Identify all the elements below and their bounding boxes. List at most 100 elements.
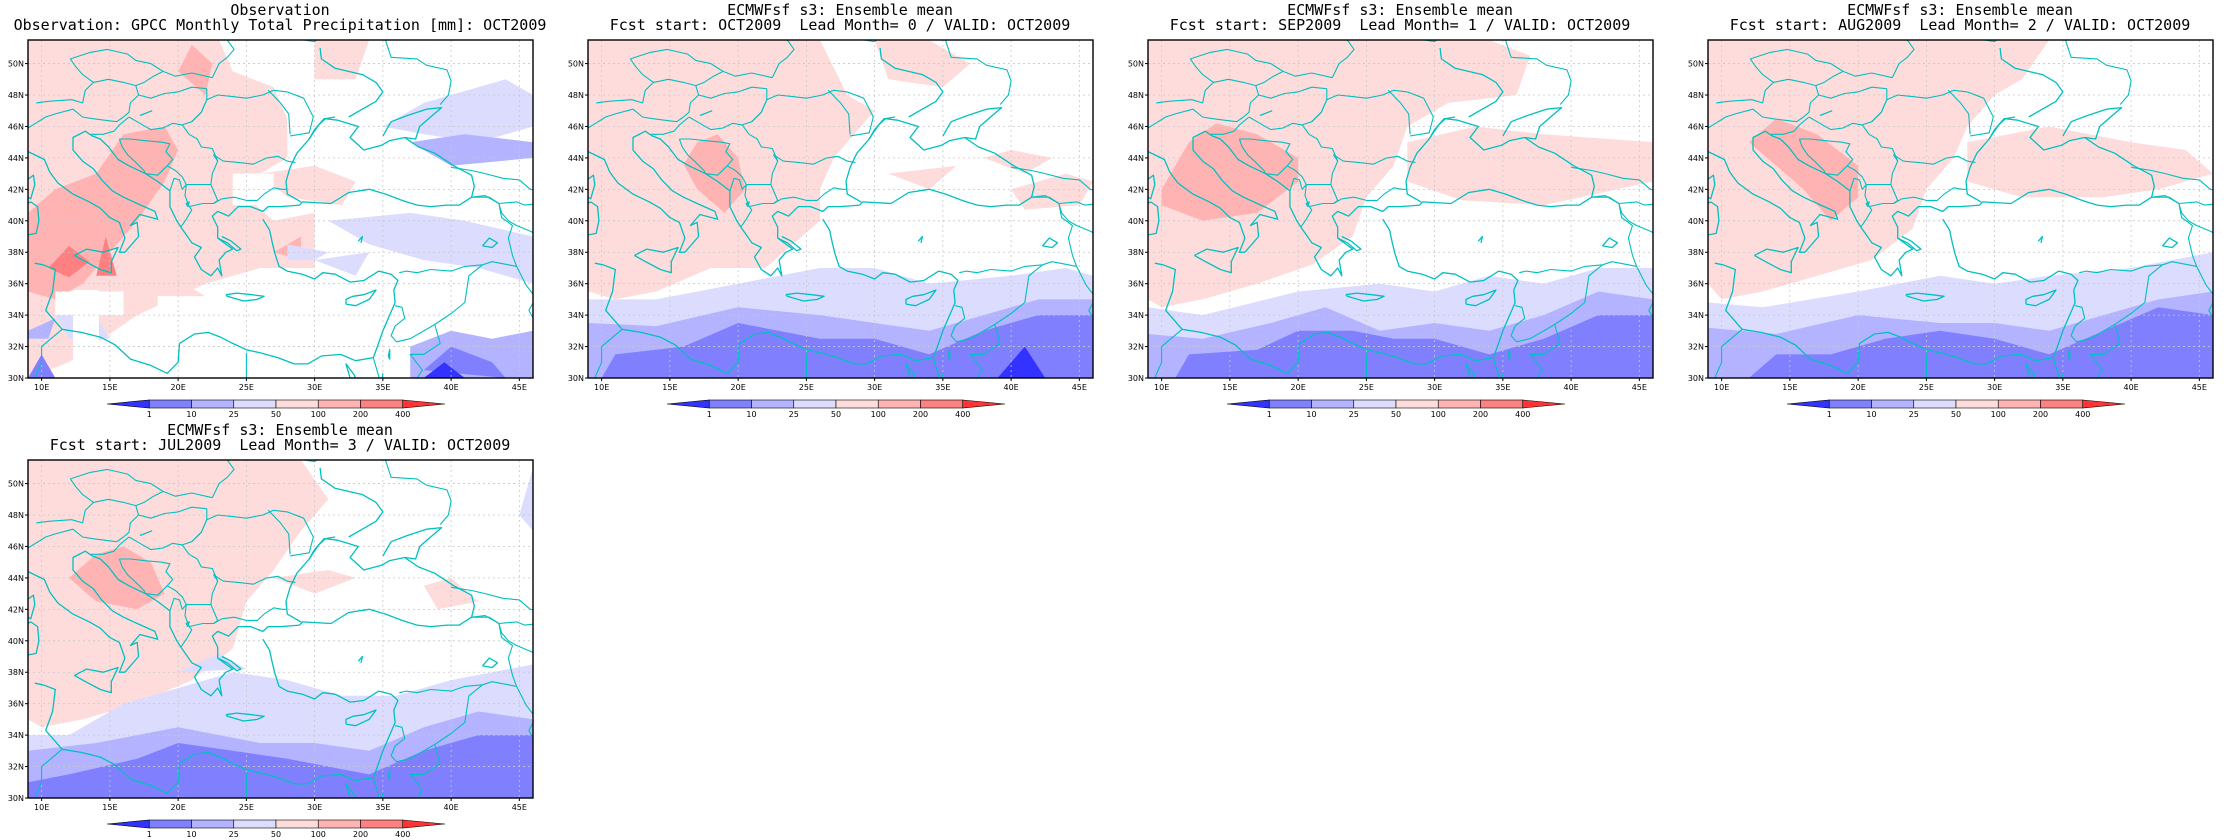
coastline xyxy=(2025,363,2036,378)
precipitation-map: 10E 15E 20E 25E 30E 35E 40E 45E 30N 32N 34N 36N 38N 4… xyxy=(8,39,534,419)
country-border xyxy=(1210,116,1250,135)
lat-tick-label: 30N xyxy=(8,794,24,803)
country-border xyxy=(1148,108,1213,129)
colorbar-label: 100 xyxy=(871,410,886,419)
lon-tick-label: 20E xyxy=(731,383,746,392)
country-border xyxy=(1860,184,1873,228)
lon-tick-label: 10E xyxy=(1714,383,1729,392)
coastline xyxy=(588,201,600,236)
map-panel-lead-3: ECMWFsf s3: Ensemble mean Fcst start: JU… xyxy=(0,420,560,840)
lat-tick-label: 30N xyxy=(568,374,584,383)
lon-tick-label: 20E xyxy=(1291,383,1306,392)
country-border xyxy=(181,124,219,162)
country-border xyxy=(191,509,314,557)
coastline xyxy=(2025,289,2057,307)
colorbar-label: 400 xyxy=(395,830,410,839)
coastline xyxy=(1148,117,1595,277)
country-border xyxy=(119,138,174,176)
lat-tick-label: 36N xyxy=(8,700,24,709)
graticule xyxy=(28,460,533,799)
colorbar-label: 100 xyxy=(311,410,326,419)
precip-region xyxy=(48,245,90,278)
coastline xyxy=(1656,123,1677,189)
colorbar-segment xyxy=(233,819,277,829)
panel-title: ECMWFsf s3: Ensemble mean xyxy=(1847,1,2073,19)
lon-tick-label: 10E xyxy=(594,383,609,392)
colorbar: 1 10 25 50 100 200 400 xyxy=(106,819,446,839)
lat-tick-label: 36N xyxy=(568,280,584,289)
lat-tick-label: 42N xyxy=(568,185,584,194)
panel-title: ECMWFsf s3: Ensemble mean xyxy=(1287,1,1513,19)
country-border xyxy=(211,40,318,78)
lon-tick-label: 25E xyxy=(799,383,814,392)
lat-tick-label: 40N xyxy=(568,217,584,226)
colorbar-label: 25 xyxy=(229,410,239,419)
lat-tick-label: 44N xyxy=(8,574,24,583)
precip-region xyxy=(328,212,533,284)
missing-data-mask xyxy=(232,299,315,378)
country-border xyxy=(180,184,193,228)
country-border xyxy=(698,86,767,99)
colorbar-label: 10 xyxy=(746,410,756,419)
lon-tick-label: 35E xyxy=(1495,383,1510,392)
country-border xyxy=(267,89,291,135)
coastline xyxy=(2037,235,2044,243)
colorbar-segment xyxy=(317,819,361,829)
colorbar-label: 200 xyxy=(353,830,368,839)
country-border xyxy=(1212,85,1260,123)
country-border xyxy=(1255,70,1284,87)
country-border xyxy=(1383,187,1408,195)
coastline xyxy=(2061,373,2064,378)
coastline xyxy=(319,467,384,538)
colorbar-segment xyxy=(1311,399,1355,409)
lon-tick-label: 25E xyxy=(239,803,254,812)
colorbar-label: 25 xyxy=(229,830,239,839)
country-border xyxy=(390,305,435,343)
lat-tick-label: 40N xyxy=(8,217,24,226)
country-border xyxy=(36,78,136,104)
country-border xyxy=(1868,193,1945,208)
precip-region xyxy=(410,134,533,166)
lon-tick-label: 20E xyxy=(171,803,186,812)
lon-tick-label: 35E xyxy=(375,383,390,392)
colorbar-segment xyxy=(1353,399,1397,409)
coastline xyxy=(1905,292,1945,302)
country-border xyxy=(2089,264,2163,378)
lat-tick-label: 36N xyxy=(1128,280,1144,289)
country-border xyxy=(135,70,164,87)
colorbar-segment xyxy=(1226,399,1270,409)
lat-tick-label: 36N xyxy=(1688,280,1704,289)
lat-tick-label: 50N xyxy=(8,60,24,69)
lon-tick-label: 45E xyxy=(1632,383,1647,392)
lon-tick-label: 30E xyxy=(867,383,882,392)
coastline xyxy=(225,292,265,302)
colorbar-label: 100 xyxy=(1991,410,2006,419)
coastline xyxy=(74,666,119,694)
precip-region xyxy=(314,252,370,276)
colorbar-segment xyxy=(106,399,150,409)
colorbar-label: 50 xyxy=(1951,410,1961,419)
map-frame xyxy=(27,459,534,799)
country-border xyxy=(1258,86,1327,99)
precipitation-field xyxy=(588,40,1093,378)
coastline xyxy=(905,363,916,378)
precip-region xyxy=(1011,173,1093,210)
lat-tick-label: 48N xyxy=(8,91,24,100)
country-border xyxy=(679,138,734,176)
lat-tick-label: 34N xyxy=(8,311,24,320)
precipitation-map: 10E 15E 20E 25E 30E 35E 40E 45E 30N 32N 34N 36N 38N 4… xyxy=(568,39,1094,419)
coastline xyxy=(1092,240,1093,242)
lon-tick-label: 45E xyxy=(1072,383,1087,392)
colorbar-label: 1 xyxy=(707,410,712,419)
country-border xyxy=(471,615,533,626)
coastline xyxy=(777,235,802,252)
country-border xyxy=(1571,166,1653,191)
country-border xyxy=(1190,48,1333,79)
country-border xyxy=(34,328,63,378)
country-border xyxy=(399,196,518,274)
coastline xyxy=(1501,373,1504,378)
coastline xyxy=(345,289,377,307)
coastline xyxy=(217,655,242,672)
coastline xyxy=(2212,240,2213,242)
coastline xyxy=(1345,292,1385,302)
